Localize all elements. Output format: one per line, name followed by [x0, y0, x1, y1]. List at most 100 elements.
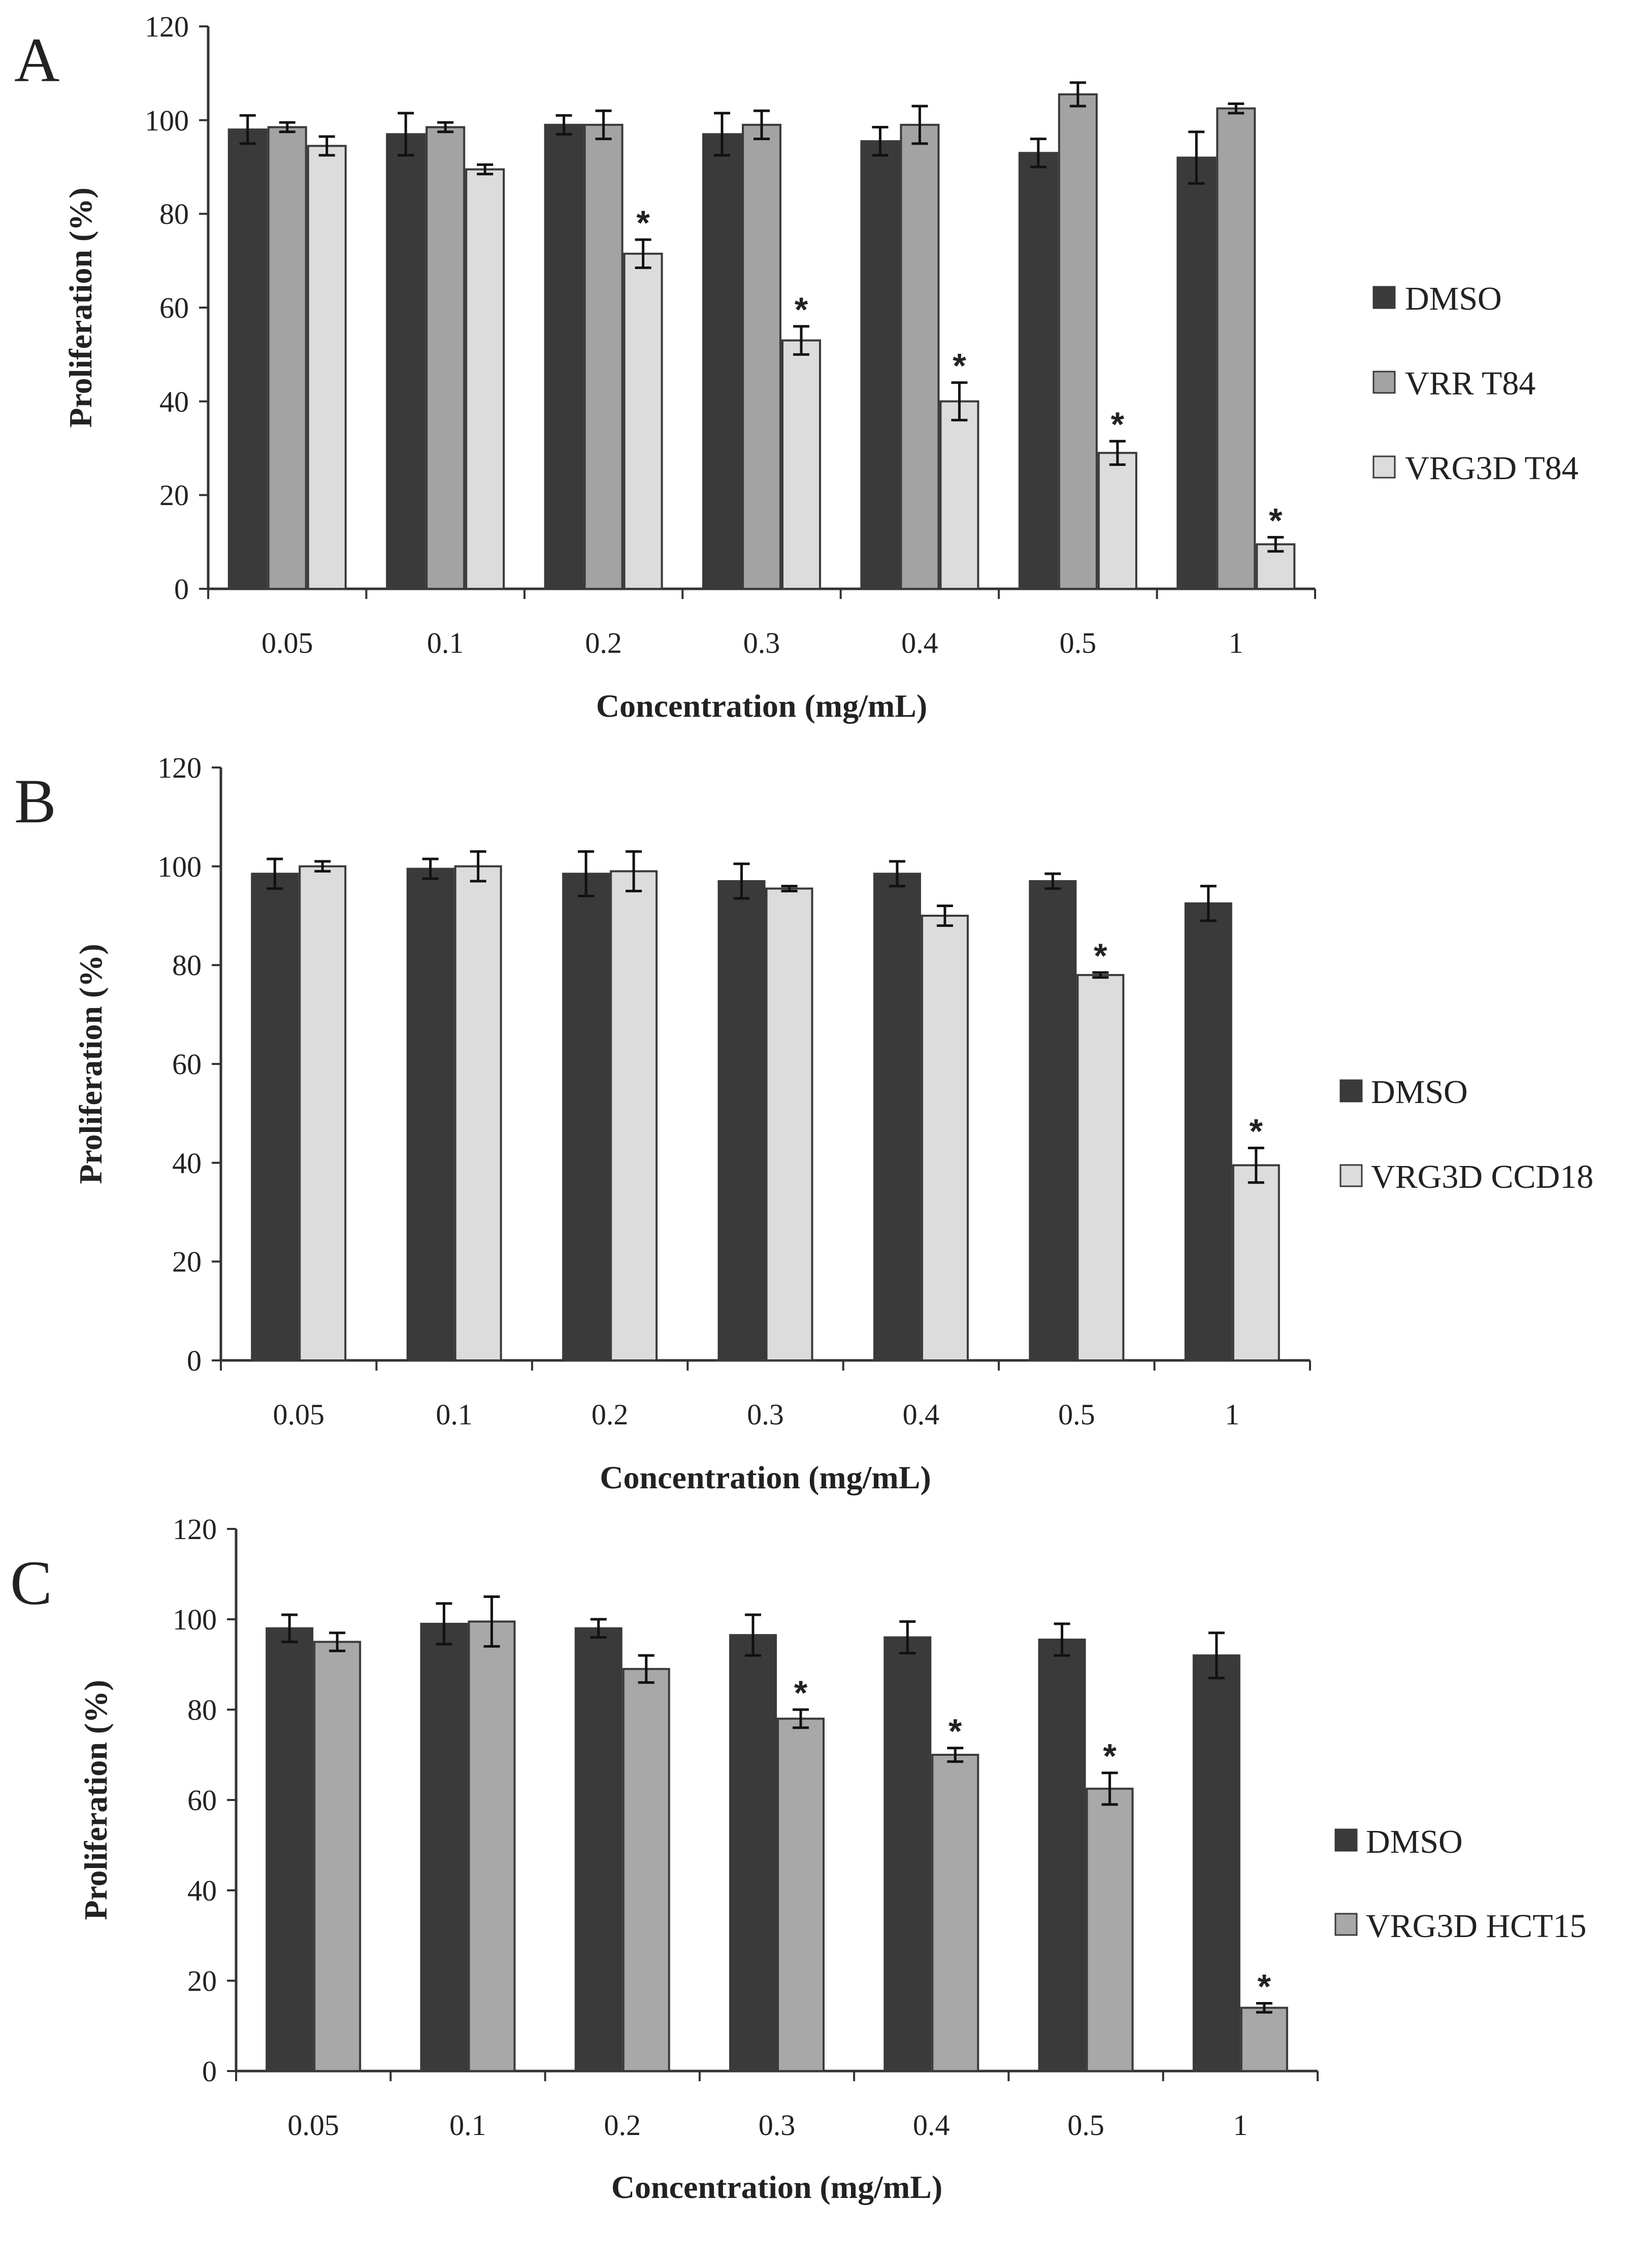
significance-marker: * — [948, 1712, 962, 1751]
error-bar-vrr-t84-0-1 — [437, 121, 454, 134]
bar-vrg3d-ccd18-0-2 — [610, 870, 658, 1361]
bar-dmso-1 — [1192, 1654, 1240, 2072]
y-tick-label: 60 — [172, 1048, 202, 1081]
x-tick-label: 1 — [1233, 2109, 1248, 2142]
bar-vrg3d-ccd18-0-1 — [454, 865, 502, 1361]
bar-vrg3d-hct15-0-3 — [777, 1717, 825, 2073]
y-tick-label: 40 — [172, 1147, 202, 1180]
error-bar-vrg3d-ccd18-0-5 — [1092, 971, 1109, 979]
error-bar-vrg3d-ccd18-0-4 — [936, 905, 953, 927]
error-bar-dmso-0-5 — [1044, 872, 1061, 890]
legend-swatch-vrg3d-hct15 — [1334, 1913, 1358, 1936]
error-bar-vrg3d-t84-0-2 — [635, 238, 651, 270]
y-tick-label: 60 — [187, 1784, 217, 1817]
error-bar-vrg3d-ccd18-0-2 — [626, 850, 642, 892]
legend-label-vrg3d-ccd18: VRG3D CCD18 — [1371, 1158, 1593, 1195]
bar-dmso-0-4 — [860, 140, 900, 590]
error-bar-vrg3d-ccd18-1 — [1248, 1146, 1264, 1184]
panel-b-y-axis-title: Proliferation (%) — [73, 944, 109, 1184]
legend-label-vrg3d-t84: VRG3D T84 — [1405, 450, 1579, 487]
bar-vrg3d-hct15-0-1 — [468, 1620, 516, 2072]
y-tick-label: 20 — [172, 1245, 202, 1278]
bar-dmso-0-5 — [1029, 880, 1077, 1362]
error-bar-dmso-0-4 — [889, 860, 905, 888]
y-tick-label: 0 — [187, 1344, 202, 1377]
bar-vrg3d-hct15-0-4 — [931, 1754, 979, 2072]
error-bar-vrr-t84-0-05 — [279, 121, 296, 134]
legend-label-vrg3d-hct15: VRG3D HCT15 — [1366, 1908, 1587, 1945]
bar-vrg3d-ccd18-0-5 — [1076, 974, 1125, 1362]
bar-vrg3d-ccd18-1 — [1232, 1164, 1280, 1362]
significance-marker: * — [953, 347, 966, 385]
bar-vrg3d-t84-0-2 — [623, 252, 663, 590]
x-tick-label: 0.1 — [449, 2109, 486, 2142]
y-tick-label: 100 — [157, 850, 202, 883]
bar-vrr-t84-1 — [1216, 107, 1256, 590]
legend-label-dmso: DMSO — [1371, 1074, 1468, 1111]
panel-b-letter: B — [14, 766, 56, 836]
x-tick-label: 0.5 — [1060, 626, 1097, 659]
y-tick-label: 40 — [159, 385, 189, 418]
panel-a-bars: * * * * * — [227, 81, 1296, 590]
bar-dmso-0-5 — [1038, 1639, 1086, 2073]
panel-b-legend: DMSO VRG3D CCD18 — [1339, 1074, 1593, 1195]
bar-vrg3d-ccd18-0-05 — [299, 865, 347, 1361]
bar-vrg3d-hct15-0-2 — [622, 1667, 670, 2072]
bar-vrr-t84-0-5 — [1058, 93, 1098, 590]
bar-vrg3d-hct15-0-05 — [313, 1641, 362, 2072]
legend-swatch-dmso — [1339, 1079, 1363, 1103]
significance-marker: * — [795, 290, 808, 329]
panel-b-x-axis: 0.05 0.1 0.2 0.3 0.4 0.5 1 Concentration… — [220, 1359, 1311, 1495]
panel-a: A 0 20 40 60 80 100 120 Proliferation (%… — [14, 10, 1579, 724]
panel-b-x-axis-title: Concentration (mg/mL) — [600, 1459, 931, 1495]
y-tick-label: 120 — [173, 1513, 217, 1546]
panel-b-y-axis: 0 20 40 60 80 100 120 Proliferation (%) — [73, 751, 222, 1377]
panel-a-x-axis: 0.05 0.1 0.2 0.3 0.4 0.5 1 Concentration… — [207, 587, 1316, 724]
panel-a-x-axis-title: Concentration (mg/mL) — [596, 688, 927, 724]
x-tick-label: 0.05 — [287, 2109, 339, 2142]
x-tick-label: 0.2 — [604, 2109, 641, 2142]
panel-a-y-axis: 0 20 40 60 80 100 120 Proliferation (%) — [62, 10, 210, 606]
significance-marker: * — [1111, 405, 1125, 444]
panel-c-x-axis: 0.05 0.1 0.2 0.3 0.4 0.5 1 Concentration… — [235, 2070, 1319, 2205]
bar-vrg3d-t84-0-4 — [939, 400, 979, 590]
y-tick-label: 40 — [187, 1874, 217, 1907]
error-bar-dmso-0-5 — [1030, 138, 1046, 169]
legend-swatch-vrg3d-ccd18 — [1339, 1164, 1363, 1187]
x-tick-label: 0.4 — [903, 1398, 940, 1431]
y-tick-label: 60 — [159, 291, 189, 324]
x-tick-label: 0.5 — [1058, 1398, 1095, 1431]
error-bar-dmso-0-3 — [714, 112, 730, 157]
y-tick-label: 20 — [159, 479, 189, 512]
panel-c-letter: C — [10, 1548, 52, 1618]
bar-dmso-0-3 — [729, 1634, 777, 2072]
error-bar-dmso-0-1 — [422, 857, 439, 880]
panel-b-bars: ** — [251, 850, 1280, 1362]
error-bar-dmso-0-2 — [590, 1618, 607, 1639]
significance-marker: * — [1103, 1737, 1117, 1776]
bar-vrg3d-ccd18-0-4 — [921, 915, 969, 1361]
x-tick-label: 0.1 — [427, 626, 464, 659]
legend-label-vrr-t84: VRR T84 — [1405, 365, 1535, 402]
error-bar-dmso-0-05 — [281, 1613, 298, 1643]
error-bar-vrg3d-hct15-0-4 — [947, 1747, 964, 1763]
significance-marker: * — [794, 1674, 808, 1712]
y-tick-label: 0 — [202, 2055, 217, 2088]
error-bar-dmso-0-1 — [398, 112, 414, 157]
bar-vrr-t84-0-1 — [425, 126, 466, 590]
bar-dmso-0-1 — [386, 133, 426, 590]
error-bar-dmso-0-4 — [899, 1620, 916, 1655]
x-tick-label: 0.3 — [743, 626, 780, 659]
error-bar-vrg3d-hct15-1 — [1256, 2002, 1272, 2014]
error-bar-dmso-0-05 — [267, 857, 283, 890]
error-bar-vrg3d-t84-1 — [1267, 536, 1284, 553]
bar-dmso-0-2 — [562, 873, 610, 1362]
bar-dmso-0-3 — [717, 880, 766, 1362]
bar-dmso-1 — [1184, 902, 1232, 1361]
y-tick-label: 120 — [157, 751, 202, 784]
x-tick-label: 0.3 — [747, 1398, 784, 1431]
bar-dmso-0-2 — [574, 1627, 623, 2073]
y-tick-label: 100 — [145, 104, 189, 137]
error-bar-vrg3d-t84-0-05 — [318, 135, 335, 157]
bar-vrg3d-t84-0-1 — [465, 168, 505, 590]
